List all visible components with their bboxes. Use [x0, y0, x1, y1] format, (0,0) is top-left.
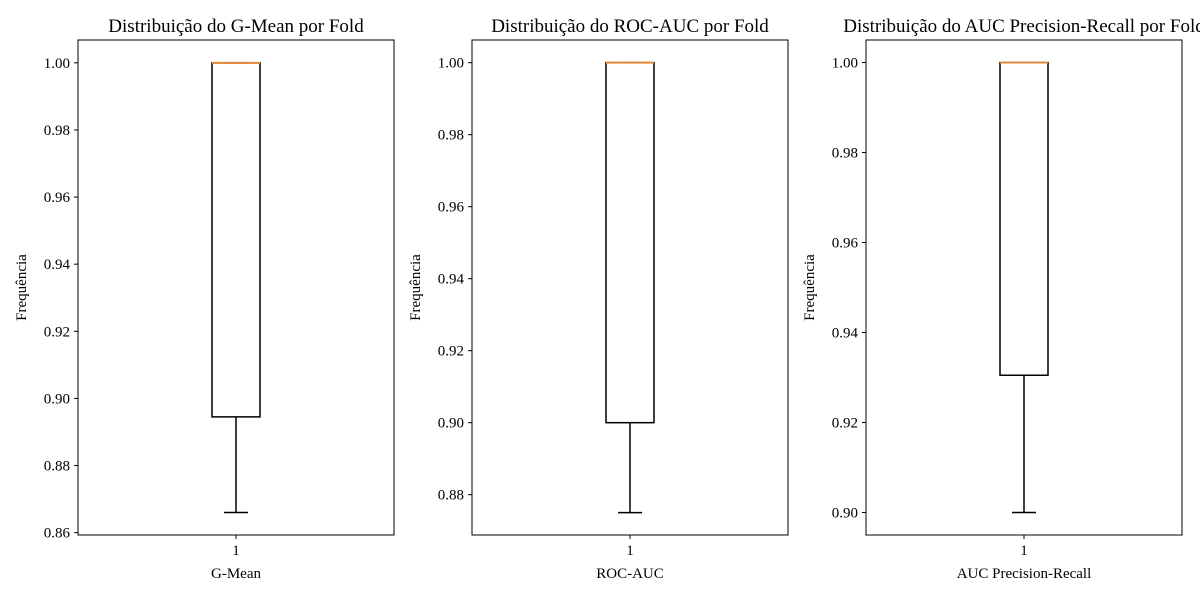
- y-tick-label: 0.92: [832, 416, 858, 432]
- x-tick-label: 1: [232, 543, 240, 559]
- y-tick-label: 1.00: [438, 56, 464, 72]
- y-tick-label: 0.88: [44, 459, 70, 475]
- y-tick-label: 1.00: [832, 56, 858, 72]
- y-tick-label: 0.90: [832, 506, 858, 522]
- chart-title: Distribuição do ROC-AUC por Fold: [491, 16, 769, 37]
- y-tick-label: 0.96: [832, 236, 859, 252]
- y-axis-label: Frequência: [14, 254, 30, 321]
- y-tick-label: 0.90: [44, 391, 70, 407]
- x-tick-label: 1: [626, 543, 634, 559]
- box-body: [605, 61, 655, 424]
- chart-title: Distribuição do G-Mean por Fold: [108, 16, 364, 37]
- y-tick-label: 0.86: [44, 526, 71, 542]
- y-axis-label: Frequência: [802, 254, 818, 321]
- y-tick-label: 0.88: [438, 488, 464, 504]
- chart-panel-1: Distribuição do G-Mean por Fold 0.86 0.88 0…: [14, 16, 395, 582]
- x-axis-label: AUC Precision-Recall: [957, 566, 1092, 582]
- y-tick-label: 0.98: [438, 128, 464, 144]
- y-tick-label: 0.94: [832, 326, 859, 342]
- x-axis-label: ROC-AUC: [596, 566, 664, 582]
- y-tick-label: 0.94: [438, 272, 465, 288]
- y-tick-label: 0.92: [438, 344, 464, 360]
- y-tick-label: 0.98: [832, 146, 858, 162]
- chart-panel-2: Distribuição do ROC-AUC por Fold 0.88 0.90…: [408, 16, 789, 582]
- y-axis-label: Frequência: [408, 254, 424, 321]
- box-body: [211, 62, 261, 418]
- x-axis-label: G-Mean: [211, 566, 261, 582]
- chart-panel-3: Distribuição do AUC Precision-Recall por…: [802, 16, 1200, 582]
- y-tick-label: 0.98: [44, 123, 70, 139]
- y-tick-label: 0.90: [438, 416, 464, 432]
- x-tick-label: 1: [1020, 543, 1028, 559]
- y-tick-label: 1.00: [44, 56, 70, 72]
- y-tick-label: 0.96: [44, 190, 71, 206]
- box-body: [999, 61, 1049, 376]
- y-tick-label: 0.96: [438, 200, 465, 216]
- y-tick-label: 0.94: [44, 257, 71, 273]
- chart-title: Distribuição do AUC Precision-Recall por…: [843, 16, 1200, 37]
- y-tick-label: 0.92: [44, 324, 70, 340]
